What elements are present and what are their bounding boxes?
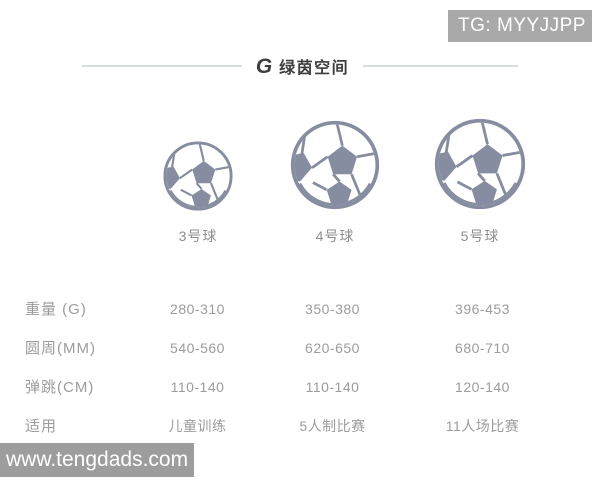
weight-size5: 396-453 — [455, 300, 510, 317]
row-label-suitable: 适用 — [25, 418, 58, 435]
suitable-size3: 儿童训练 — [168, 417, 227, 434]
table-row-bounce: 弹跳(CM) 110-140 110-140 120-140 — [0, 367, 600, 406]
circumference-size5: 680-710 — [455, 339, 510, 356]
suitable-size5: 11人场比赛 — [445, 417, 520, 434]
header-rule-left — [81, 65, 242, 67]
soccer-ball-size5-icon — [433, 117, 527, 211]
weight-size4: 350-380 — [305, 300, 360, 317]
row-label-circumference: 圆周(MM) — [25, 340, 96, 357]
telegram-contact-text: TG: MYYJJPP — [458, 15, 586, 36]
ball-label-size3: 3号球 — [178, 228, 218, 244]
spec-table: 重量 (G) 280-310 350-380 396-453 圆周(MM) 54… — [0, 289, 600, 445]
brand-g-logo: G — [255, 54, 273, 78]
table-row-suitable: 适用 儿童训练 5人制比赛 11人场比赛 — [0, 406, 600, 445]
telegram-contact-badge: TG: MYYJJPP — [448, 10, 592, 42]
row-label-weight: 重量 (G) — [25, 301, 87, 318]
brand: G 绿茵空间 — [256, 54, 349, 79]
row-label-bounce: 弹跳(CM) — [25, 379, 95, 396]
soccer-ball-size4-icon — [289, 119, 381, 211]
table-row-weight: 重量 (G) 280-310 350-380 396-453 — [0, 289, 600, 328]
header: G 绿茵空间 — [0, 54, 600, 78]
watermark: www.tengdads.com — [0, 443, 194, 477]
circumference-size3: 540-560 — [170, 339, 225, 356]
circumference-size4: 620-650 — [305, 339, 360, 356]
brand-name: 绿茵空间 — [279, 59, 350, 77]
bounce-size4: 110-140 — [305, 378, 360, 395]
weight-size3: 280-310 — [170, 300, 225, 317]
table-row-circumference: 圆周(MM) 540-560 620-650 680-710 — [0, 328, 600, 367]
soccer-ball-size3-icon — [162, 140, 234, 212]
bounce-size3: 110-140 — [170, 378, 225, 395]
bounce-size5: 120-140 — [455, 378, 510, 395]
suitable-size4: 5人制比赛 — [299, 417, 366, 434]
watermark-text: www.tengdads.com — [6, 448, 189, 471]
ball-label-size5: 5号球 — [460, 228, 500, 244]
header-rule-right — [363, 65, 519, 67]
ball-label-size4: 4号球 — [315, 228, 355, 244]
